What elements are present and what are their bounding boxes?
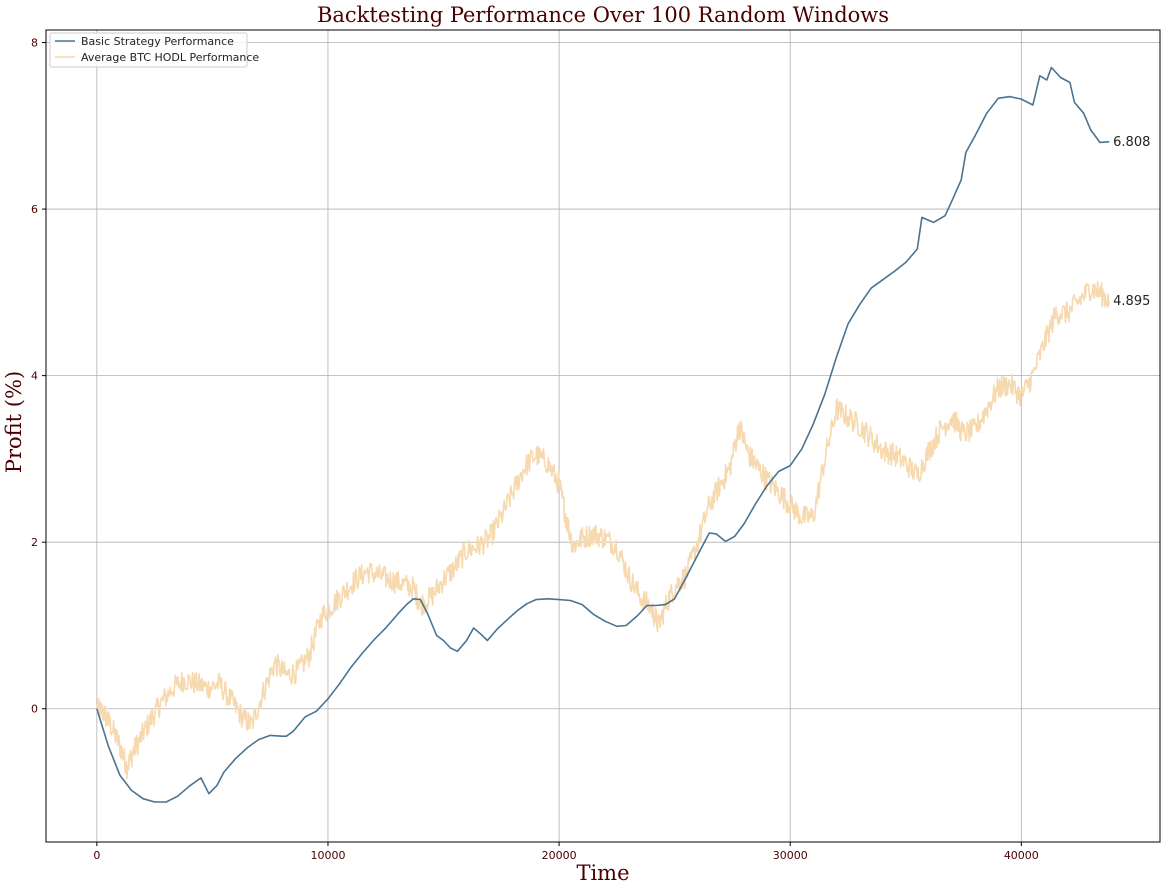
legend-box bbox=[49, 32, 248, 68]
series-line-hodl bbox=[96, 280, 1110, 780]
legend-label-strategy: Basic Strategy Performance bbox=[81, 35, 234, 48]
y-axis-label: Profit (%) bbox=[2, 371, 26, 473]
series-line-strategy bbox=[96, 66, 1110, 803]
y-tick-label: 4 bbox=[31, 370, 38, 383]
grid-lines bbox=[46, 30, 1160, 842]
chart-title: Backtesting Performance Over 100 Random … bbox=[317, 3, 889, 27]
x-tick-label: 10000 bbox=[310, 849, 345, 862]
end-labels: 4.895 6.808 bbox=[1113, 135, 1150, 309]
x-tick-label: 30000 bbox=[773, 849, 808, 862]
series-lines bbox=[96, 66, 1110, 803]
end-label-hodl: 4.895 bbox=[1113, 294, 1150, 309]
end-label-strategy: 6.808 bbox=[1113, 135, 1150, 150]
y-tick-label: 0 bbox=[31, 703, 38, 716]
axis-ticks: 0 10000 20000 30000 40000 0 2 4 6 8 bbox=[31, 36, 1039, 862]
plot-frame bbox=[45, 29, 1161, 843]
x-tick-label: 20000 bbox=[542, 849, 577, 862]
y-tick-label: 6 bbox=[31, 203, 38, 216]
x-tick-label: 0 bbox=[93, 849, 100, 862]
legend: Basic Strategy Performance Average BTC H… bbox=[49, 32, 259, 68]
y-tick-label: 2 bbox=[31, 536, 38, 549]
x-axis-label: Time bbox=[576, 861, 629, 885]
legend-label-hodl: Average BTC HODL Performance bbox=[81, 51, 259, 64]
y-tick-label: 8 bbox=[31, 36, 38, 49]
x-tick-label: 40000 bbox=[1004, 849, 1039, 862]
